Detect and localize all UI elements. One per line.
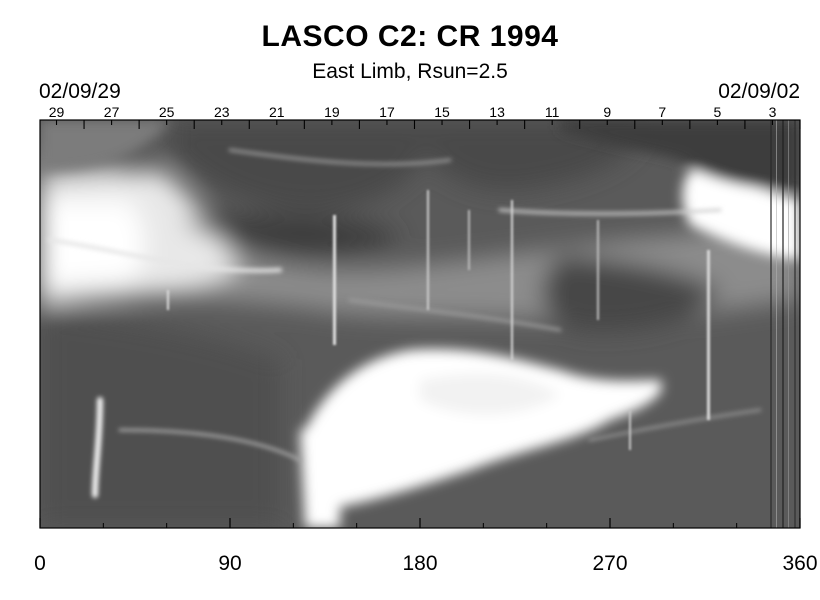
day-tick-label: 13 [489, 104, 505, 120]
end-date-label: 02/09/02 [718, 80, 800, 103]
top-date-axis: 29 27 25 23 21 19 17 15 13 11 9 7 5 3 [49, 104, 801, 129]
start-date-label: 02/09/29 [39, 80, 121, 103]
day-tick-label: 9 [603, 104, 611, 120]
x-tick-label: 0 [34, 552, 46, 575]
x-tick-label: 270 [592, 552, 627, 575]
plot-title: LASCO C2: CR 1994 [261, 20, 559, 53]
bottom-longitude-axis: 0 90 180 270 360 [34, 518, 818, 575]
day-tick-label: 25 [159, 104, 175, 120]
day-tick-label: 3 [769, 104, 777, 120]
x-tick-label: 180 [402, 552, 437, 575]
day-tick-label: 11 [545, 104, 560, 120]
day-tick-label: 21 [269, 104, 285, 120]
day-tick-label: 29 [49, 104, 65, 120]
day-tick-label: 7 [658, 104, 666, 120]
synoptic-map-image [40, 120, 800, 528]
day-tick-label: 5 [713, 104, 721, 120]
day-tick-label: 15 [434, 104, 450, 120]
plot-subtitle: East Limb, Rsun=2.5 [312, 60, 508, 83]
day-tick-label: 19 [324, 104, 340, 120]
day-tick-label: 17 [379, 104, 395, 120]
x-tick-label: 90 [218, 552, 241, 575]
x-tick-label: 360 [782, 552, 817, 575]
day-tick-label: 23 [214, 104, 230, 120]
day-tick-label: 27 [104, 104, 120, 120]
